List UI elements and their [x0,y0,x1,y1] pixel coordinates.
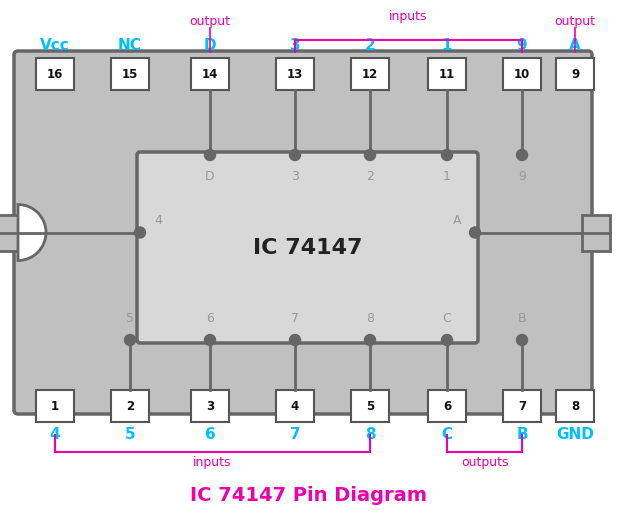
Text: 13: 13 [287,68,303,80]
Text: 8: 8 [365,427,375,442]
Bar [503,390,541,422]
Bar [351,390,389,422]
FancyBboxPatch shape [0,215,24,250]
Text: 4: 4 [50,427,60,442]
Text: 7: 7 [290,427,300,442]
Text: 1: 1 [443,170,451,184]
Text: B: B [518,312,526,325]
Bar [556,390,594,422]
Text: 6: 6 [205,427,215,442]
Text: 5: 5 [125,427,135,442]
Text: A: A [453,214,462,227]
Text: 16: 16 [47,68,63,80]
Text: D: D [204,38,217,53]
Text: IC 74147: IC 74147 [253,237,362,257]
Text: output: output [555,15,595,28]
Text: 7: 7 [518,399,526,412]
Circle shape [516,150,528,160]
FancyBboxPatch shape [137,152,478,343]
Bar [276,58,314,90]
Circle shape [470,227,481,238]
Bar [276,390,314,422]
Text: 7: 7 [291,312,299,325]
Text: 2: 2 [366,170,374,184]
Text: 8: 8 [571,399,579,412]
Circle shape [125,334,136,346]
Bar [351,58,389,90]
Bar [36,390,74,422]
Bar [428,390,466,422]
Bar [111,390,149,422]
Bar [36,58,74,90]
Text: 9: 9 [516,38,528,53]
Bar [428,58,466,90]
Bar [503,58,541,90]
Text: 8: 8 [366,312,374,325]
Text: 14: 14 [202,68,218,80]
Text: C: C [442,312,452,325]
Text: A: A [569,38,581,53]
Text: 1: 1 [442,38,452,53]
Text: NC: NC [118,38,142,53]
Bar [111,58,149,90]
FancyBboxPatch shape [14,51,592,414]
Text: B: B [516,427,528,442]
Bar [191,58,229,90]
Text: 5: 5 [126,312,134,325]
Circle shape [289,334,300,346]
Text: IC 74147 Pin Diagram: IC 74147 Pin Diagram [190,486,427,505]
Wedge shape [18,204,46,261]
Text: 9: 9 [518,170,526,184]
Text: 15: 15 [122,68,138,80]
FancyBboxPatch shape [582,215,610,250]
Circle shape [204,150,215,160]
Circle shape [135,227,146,238]
Text: 10: 10 [514,68,530,80]
Text: 12: 12 [362,68,378,80]
Text: GND: GND [556,427,594,442]
Circle shape [204,334,215,346]
Text: 6: 6 [443,399,451,412]
Text: 2: 2 [365,38,375,53]
Circle shape [365,150,376,160]
Text: 2: 2 [126,399,134,412]
Circle shape [442,150,452,160]
Bar [191,390,229,422]
Text: outputs: outputs [461,456,508,469]
Text: output: output [189,15,231,28]
Text: inputs: inputs [389,10,428,23]
Text: 3: 3 [290,38,300,53]
Circle shape [442,334,452,346]
Text: 4: 4 [291,399,299,412]
Text: 5: 5 [366,399,374,412]
Text: 4: 4 [154,214,162,227]
Circle shape [516,334,528,346]
Text: D: D [205,170,215,184]
Text: 3: 3 [291,170,299,184]
Text: 1: 1 [51,399,59,412]
Text: 6: 6 [206,312,214,325]
Text: 3: 3 [206,399,214,412]
Text: Vcc: Vcc [40,38,70,53]
Text: inputs: inputs [193,456,232,469]
Circle shape [365,334,376,346]
Bar [556,58,594,90]
Text: 9: 9 [571,68,579,80]
Text: 11: 11 [439,68,455,80]
Text: C: C [441,427,452,442]
Circle shape [289,150,300,160]
